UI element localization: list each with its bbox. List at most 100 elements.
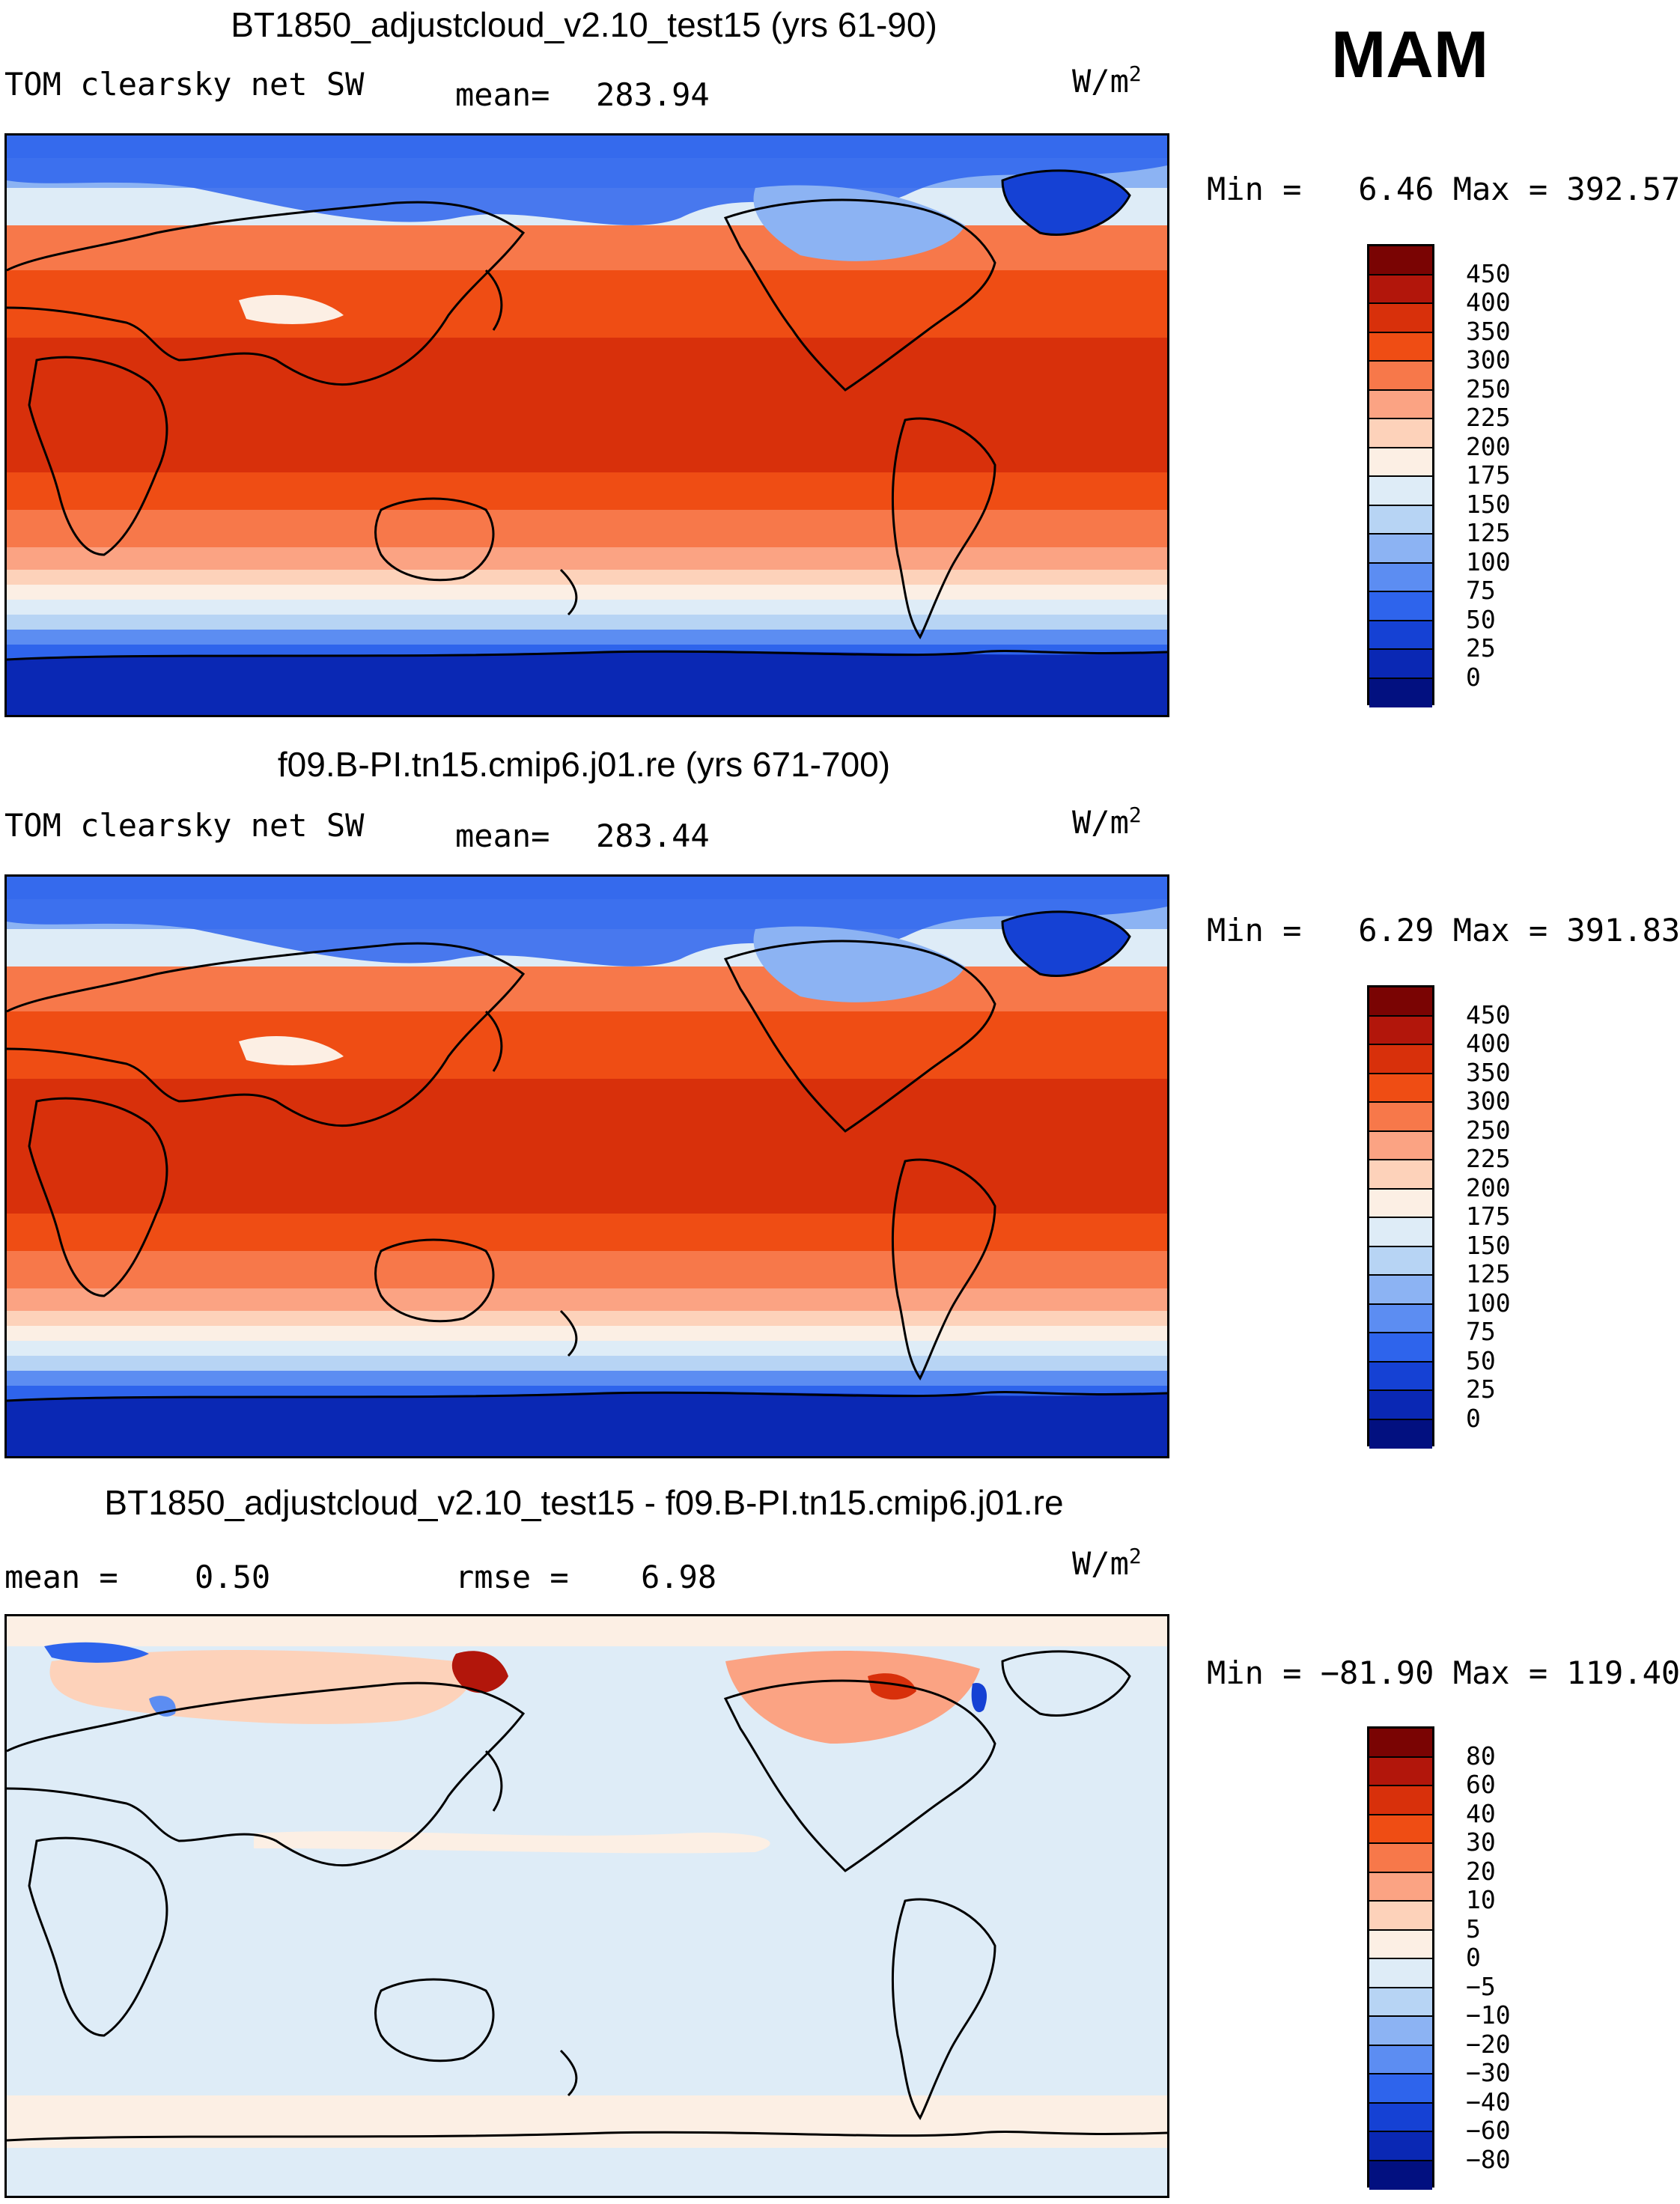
panel-2-minmax: Min = 6.29 Max = 391.83 (1207, 912, 1680, 949)
lat-band (7, 1356, 1167, 1371)
coast-australia (374, 1978, 495, 2063)
colorbar-tick-label: 60 (1466, 1770, 1496, 1799)
colorbar-tick-label: 20 (1466, 1856, 1496, 1886)
lat-band (7, 1011, 1167, 1079)
north-america-anomaly (725, 1651, 980, 1744)
coast-greenland (1001, 1650, 1131, 1717)
lat-band (7, 1371, 1167, 1386)
southern-band (7, 2095, 1167, 2148)
panel-1-minmax: Min = 6.46 Max = 392.57 (1207, 171, 1680, 207)
canada-region (753, 185, 965, 261)
arctic-band (7, 1616, 1167, 1646)
colorbar-tick-label: 10 (1466, 1885, 1496, 1914)
colorbar-swatch (1369, 1815, 1432, 1844)
tibet-highlight (239, 1035, 344, 1065)
coast-north-america (723, 198, 996, 392)
coast-australia (374, 497, 495, 582)
colorbar-tick-label: 5 (1466, 1914, 1481, 1943)
colorbar-swatch (1369, 1160, 1432, 1190)
panel-3-units: W/m2 (1072, 1544, 1142, 1582)
lat-band (7, 600, 1167, 615)
colorbar-swatch (1369, 1419, 1432, 1449)
panel-1-mean-value: 283.94 (596, 76, 710, 113)
coast-north-america (723, 940, 996, 1133)
greenland-region (1002, 911, 1130, 976)
coastlines (7, 1650, 1167, 2142)
colorbar-swatch (1369, 1333, 1432, 1363)
colorbar-tick-label: 25 (1466, 633, 1496, 663)
coast-north-america (723, 1679, 996, 1872)
lat-band (7, 510, 1167, 547)
colorbar-swatch (1369, 563, 1432, 592)
colorbar-swatch (1369, 1276, 1432, 1305)
lat-band (7, 630, 1167, 645)
colorbar-tick-label: 125 (1466, 518, 1511, 547)
colorbar-swatch (1369, 1844, 1432, 1873)
lat-band (7, 270, 1167, 338)
coast-japan (484, 1010, 503, 1072)
lat-band (7, 1326, 1167, 1341)
colorbar-swatch (1369, 2132, 1432, 2161)
panel-1-units: W/m2 (1072, 61, 1142, 100)
coast-japan (484, 1750, 503, 1812)
colorbar-tick-label: −30 (1466, 2058, 1511, 2087)
antarctica-region (7, 651, 1167, 715)
colorbar-swatch (1369, 1074, 1432, 1103)
coast-south-america (891, 417, 996, 639)
panel-2-title: f09.B-PI.tn15.cmip6.j01.re (yrs 671-700) (277, 745, 891, 784)
colorbar-swatch (1369, 1872, 1432, 1902)
colorbar-swatch (1369, 419, 1432, 448)
coast-antarctica (7, 650, 1167, 661)
colorbar-tick-label: 0 (1466, 1943, 1481, 1972)
colorbar-tick-label: 200 (1466, 431, 1511, 461)
colorbar-tick-label: 30 (1466, 1827, 1496, 1857)
colorbar-tick-label: 175 (1466, 460, 1511, 490)
coastlines (7, 910, 1167, 1402)
coast-africa (28, 356, 168, 556)
panel-3-rmse-label: rmse = (455, 1559, 569, 1595)
colorbar-swatch (1369, 1959, 1432, 1988)
lat-band (7, 472, 1167, 510)
colorbar-tick-label: −40 (1466, 2086, 1511, 2116)
colorbar-swatch (1369, 2103, 1432, 2132)
tropical-patch (254, 1831, 770, 1854)
colorbar-swatch (1369, 1131, 1432, 1160)
coast-greenland (1001, 910, 1131, 978)
colorbar-tick-label: 80 (1466, 1741, 1496, 1771)
coast-africa (28, 1836, 168, 2037)
colorbar-swatch (1369, 1988, 1432, 2017)
greenland-region (1002, 170, 1130, 235)
coast-eurasia (7, 942, 526, 1127)
colorbar-tick-label: −5 (1466, 1971, 1496, 2001)
colorbar-tick-label: 400 (1466, 287, 1511, 317)
colorbar-tick-label: 175 (1466, 1202, 1511, 1231)
colorbar-swatch (1369, 1391, 1432, 1420)
colorbar-tick-label: 50 (1466, 604, 1496, 634)
colorbar-swatch (1369, 2161, 1432, 2190)
colorbar-swatch (1369, 2045, 1432, 2074)
colorbar-tick-label: −20 (1466, 2029, 1511, 2059)
panel-2-mean-value: 283.44 (596, 818, 710, 854)
colorbar-tick-label: 75 (1466, 576, 1496, 605)
hudson-hotspot (868, 1673, 916, 1700)
colorbar-swatch (1369, 362, 1432, 391)
labrador-cold (971, 1683, 987, 1713)
coastlines (7, 169, 1167, 661)
panel-3-rmse-value: 6.98 (641, 1559, 717, 1595)
lat-band (7, 570, 1167, 585)
colorbar-swatch (1369, 304, 1432, 333)
lat-band (7, 547, 1167, 570)
colorbar-swatch (1369, 1189, 1432, 1218)
colorbar-tick-label: 350 (1466, 316, 1511, 346)
colorbar-tick-label: 225 (1466, 403, 1511, 432)
panel-3-mean-value: 0.50 (195, 1559, 271, 1595)
colorbar-swatch (1369, 1757, 1432, 1786)
coast-south-america (891, 1898, 996, 2120)
colorbar-swatch (1369, 505, 1432, 535)
panel-2-colorbar (1367, 985, 1434, 1449)
colorbar-tick-label: 400 (1466, 1029, 1511, 1058)
colorbar-tick-label: 300 (1466, 345, 1511, 374)
colorbar-tick-label: 100 (1466, 1288, 1511, 1318)
colorbar-swatch (1369, 1362, 1432, 1391)
colorbar-swatch (1369, 1016, 1432, 1045)
